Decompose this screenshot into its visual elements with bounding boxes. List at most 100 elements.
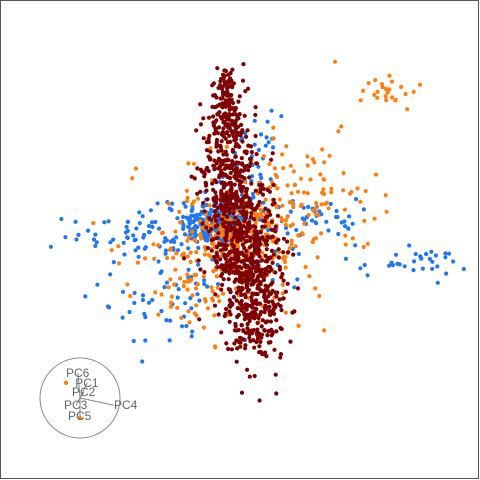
data-point bbox=[215, 285, 220, 290]
data-point bbox=[235, 306, 240, 311]
data-point bbox=[174, 235, 179, 240]
data-point bbox=[198, 232, 203, 237]
data-point bbox=[117, 261, 122, 266]
data-point bbox=[205, 284, 210, 289]
data-point bbox=[336, 129, 341, 134]
data-point bbox=[131, 233, 136, 238]
data-point bbox=[187, 320, 192, 325]
data-point bbox=[234, 290, 239, 295]
data-point bbox=[273, 270, 278, 275]
data-point bbox=[224, 81, 229, 86]
data-point bbox=[93, 243, 98, 249]
data-point bbox=[329, 186, 334, 192]
data-point bbox=[322, 160, 327, 165]
data-point bbox=[321, 177, 326, 182]
data-point bbox=[240, 305, 245, 310]
data-point bbox=[278, 355, 283, 360]
data-point bbox=[343, 242, 348, 247]
data-point bbox=[239, 322, 244, 328]
data-point bbox=[317, 293, 322, 299]
data-point bbox=[192, 176, 197, 181]
data-point bbox=[221, 126, 226, 131]
data-point bbox=[258, 349, 263, 355]
data-point bbox=[411, 268, 416, 273]
data-point bbox=[247, 196, 252, 201]
data-point bbox=[226, 157, 231, 163]
data-point bbox=[168, 304, 173, 309]
data-point bbox=[169, 294, 174, 299]
data-point bbox=[214, 118, 219, 123]
data-point bbox=[375, 89, 380, 94]
data-point bbox=[232, 247, 237, 252]
data-point bbox=[269, 219, 274, 224]
data-point bbox=[254, 259, 260, 264]
data-point bbox=[248, 277, 253, 282]
data-point bbox=[227, 104, 232, 109]
data-point bbox=[228, 71, 233, 76]
data-point bbox=[383, 193, 388, 198]
data-point bbox=[443, 255, 448, 260]
data-point bbox=[253, 188, 258, 193]
data-point bbox=[319, 202, 324, 207]
data-point bbox=[219, 85, 225, 90]
data-point bbox=[229, 129, 234, 134]
data-point bbox=[244, 134, 249, 139]
data-point bbox=[210, 104, 215, 109]
data-point bbox=[387, 87, 392, 92]
data-point bbox=[238, 236, 243, 241]
data-point bbox=[259, 211, 264, 216]
data-point bbox=[366, 81, 371, 86]
data-point bbox=[298, 203, 303, 209]
data-point bbox=[277, 264, 282, 270]
data-point bbox=[280, 296, 286, 301]
data-point bbox=[140, 359, 145, 364]
data-point bbox=[326, 228, 331, 233]
data-point bbox=[336, 231, 341, 237]
data-point bbox=[156, 243, 161, 248]
data-point bbox=[238, 344, 243, 349]
data-point bbox=[341, 170, 346, 176]
data-point bbox=[212, 93, 217, 98]
data-point bbox=[231, 211, 236, 216]
data-point bbox=[130, 176, 135, 181]
data-point bbox=[94, 240, 99, 245]
data-point bbox=[93, 232, 98, 237]
data-point bbox=[249, 202, 254, 207]
data-point bbox=[225, 89, 230, 94]
data-point bbox=[215, 205, 220, 210]
data-point bbox=[263, 143, 268, 148]
data-point bbox=[279, 114, 284, 119]
data-point bbox=[228, 180, 233, 185]
data-point bbox=[121, 240, 126, 245]
data-point bbox=[215, 66, 220, 71]
data-point bbox=[228, 221, 233, 226]
data-point bbox=[202, 252, 207, 257]
data-point bbox=[305, 191, 310, 196]
data-point bbox=[237, 112, 242, 117]
data-point bbox=[444, 271, 449, 276]
data-point bbox=[268, 319, 273, 324]
data-point bbox=[253, 269, 259, 274]
data-point bbox=[346, 226, 351, 231]
data-point bbox=[268, 212, 273, 217]
data-point bbox=[266, 140, 271, 145]
data-point bbox=[216, 166, 221, 171]
data-point bbox=[347, 214, 352, 219]
data-point bbox=[280, 203, 285, 208]
data-point bbox=[292, 309, 297, 314]
data-point bbox=[268, 312, 273, 318]
data-point bbox=[242, 246, 247, 251]
data-point bbox=[215, 282, 221, 287]
data-point bbox=[224, 225, 229, 230]
data-point bbox=[74, 237, 79, 242]
data-point bbox=[238, 204, 243, 209]
data-point bbox=[181, 284, 186, 289]
data-point bbox=[270, 288, 275, 293]
data-point bbox=[109, 248, 114, 253]
data-point bbox=[279, 308, 284, 313]
data-point bbox=[236, 220, 242, 225]
data-point bbox=[185, 272, 190, 277]
data-point bbox=[225, 204, 230, 210]
data-point bbox=[215, 111, 221, 117]
data-point bbox=[225, 214, 230, 219]
